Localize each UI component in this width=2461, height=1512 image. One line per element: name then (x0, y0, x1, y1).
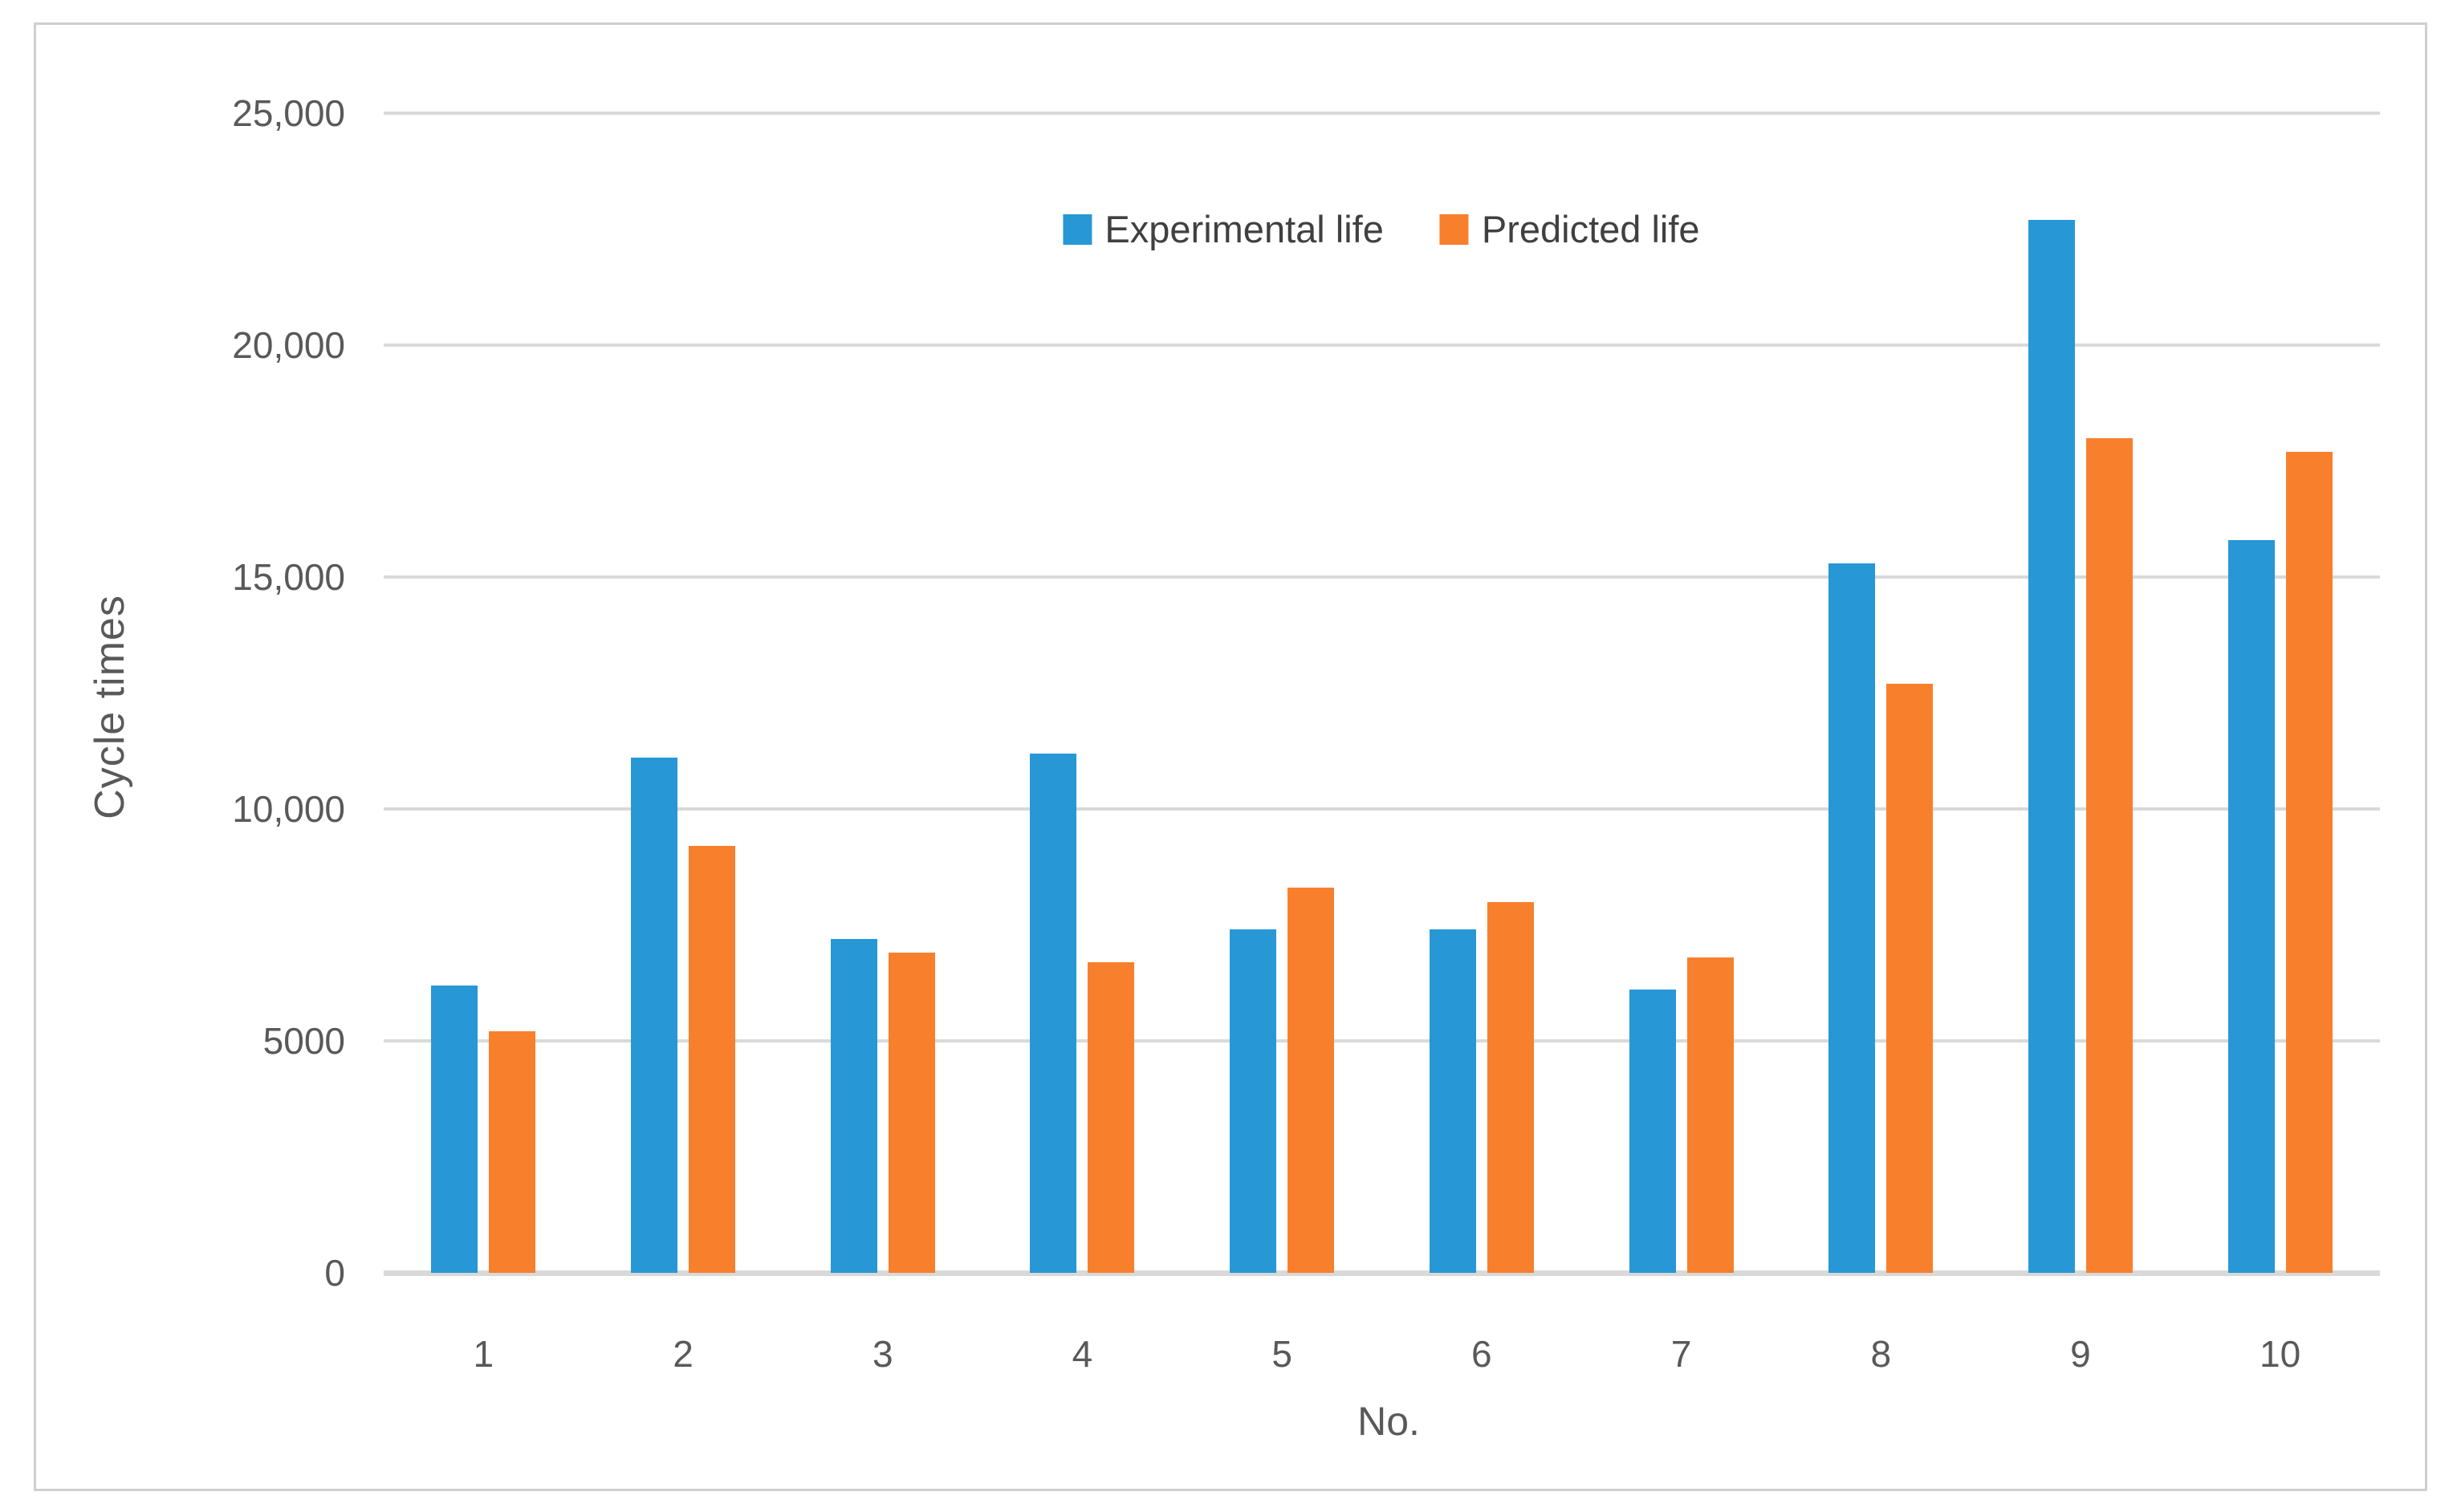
bar-predicted-6 (1487, 901, 1534, 1273)
bar-predicted-2 (689, 846, 736, 1273)
legend-swatch-predicted (1439, 213, 1469, 245)
bar-predicted-5 (1287, 888, 1335, 1273)
x-tick-label: 9 (2070, 1333, 2091, 1375)
y-tick-label: 25,000 (232, 92, 345, 134)
legend-item-experimental: Experimental life (1063, 207, 1384, 251)
x-tick-label: 4 (1072, 1333, 1093, 1375)
bar-experimental-3 (830, 938, 877, 1273)
y-tick-label: 15,000 (232, 556, 345, 598)
bar-experimental-9 (2028, 219, 2075, 1273)
x-axis-title: No. (1357, 1399, 1420, 1444)
legend: Experimental life Predicted life (1063, 207, 1700, 251)
y-tick-label: 0 (324, 1252, 345, 1294)
y-tick-label: 20,000 (232, 324, 345, 366)
y-gridline (384, 1039, 2380, 1043)
y-gridline (384, 343, 2380, 347)
y-gridline (384, 807, 2380, 811)
bar-experimental-5 (1230, 929, 1277, 1273)
y-gridline (384, 112, 2380, 115)
bar-experimental-8 (1828, 563, 1876, 1273)
y-axis-title: Cycle times (87, 595, 133, 819)
legend-label-experimental: Experimental life (1104, 208, 1384, 250)
bar-experimental-6 (1429, 929, 1476, 1273)
legend-item-predicted: Predicted life (1439, 207, 1700, 251)
x-axis-baseline (384, 1270, 2380, 1276)
x-tick-label: 10 (2260, 1333, 2301, 1375)
bar-predicted-9 (2085, 437, 2133, 1273)
x-tick-label: 1 (473, 1333, 494, 1375)
legend-label-predicted: Predicted life (1481, 208, 1700, 250)
bar-predicted-1 (489, 1031, 536, 1273)
x-tick-label: 7 (1670, 1333, 1692, 1375)
x-tick-label: 5 (1271, 1333, 1292, 1375)
bar-predicted-4 (1088, 961, 1135, 1273)
bar-experimental-10 (2227, 539, 2275, 1273)
x-tick-label: 8 (1870, 1333, 1892, 1375)
y-gridline (384, 575, 2380, 579)
bar-experimental-2 (631, 758, 678, 1273)
x-tick-label: 6 (1471, 1333, 1492, 1375)
bar-predicted-7 (1686, 957, 1734, 1273)
bar-experimental-7 (1629, 990, 1676, 1273)
legend-swatch-experimental (1063, 213, 1092, 245)
y-tick-label: 10,000 (232, 788, 345, 830)
y-tick-label: 5000 (262, 1020, 345, 1062)
plot-area (384, 112, 2380, 1276)
x-tick-label: 2 (673, 1333, 694, 1375)
bar-predicted-10 (2285, 451, 2333, 1273)
bar-predicted-3 (888, 953, 935, 1273)
bar-experimental-1 (431, 985, 478, 1273)
bar-experimental-4 (1030, 753, 1077, 1273)
bar-predicted-8 (1886, 683, 1934, 1273)
x-tick-label: 3 (872, 1333, 893, 1375)
